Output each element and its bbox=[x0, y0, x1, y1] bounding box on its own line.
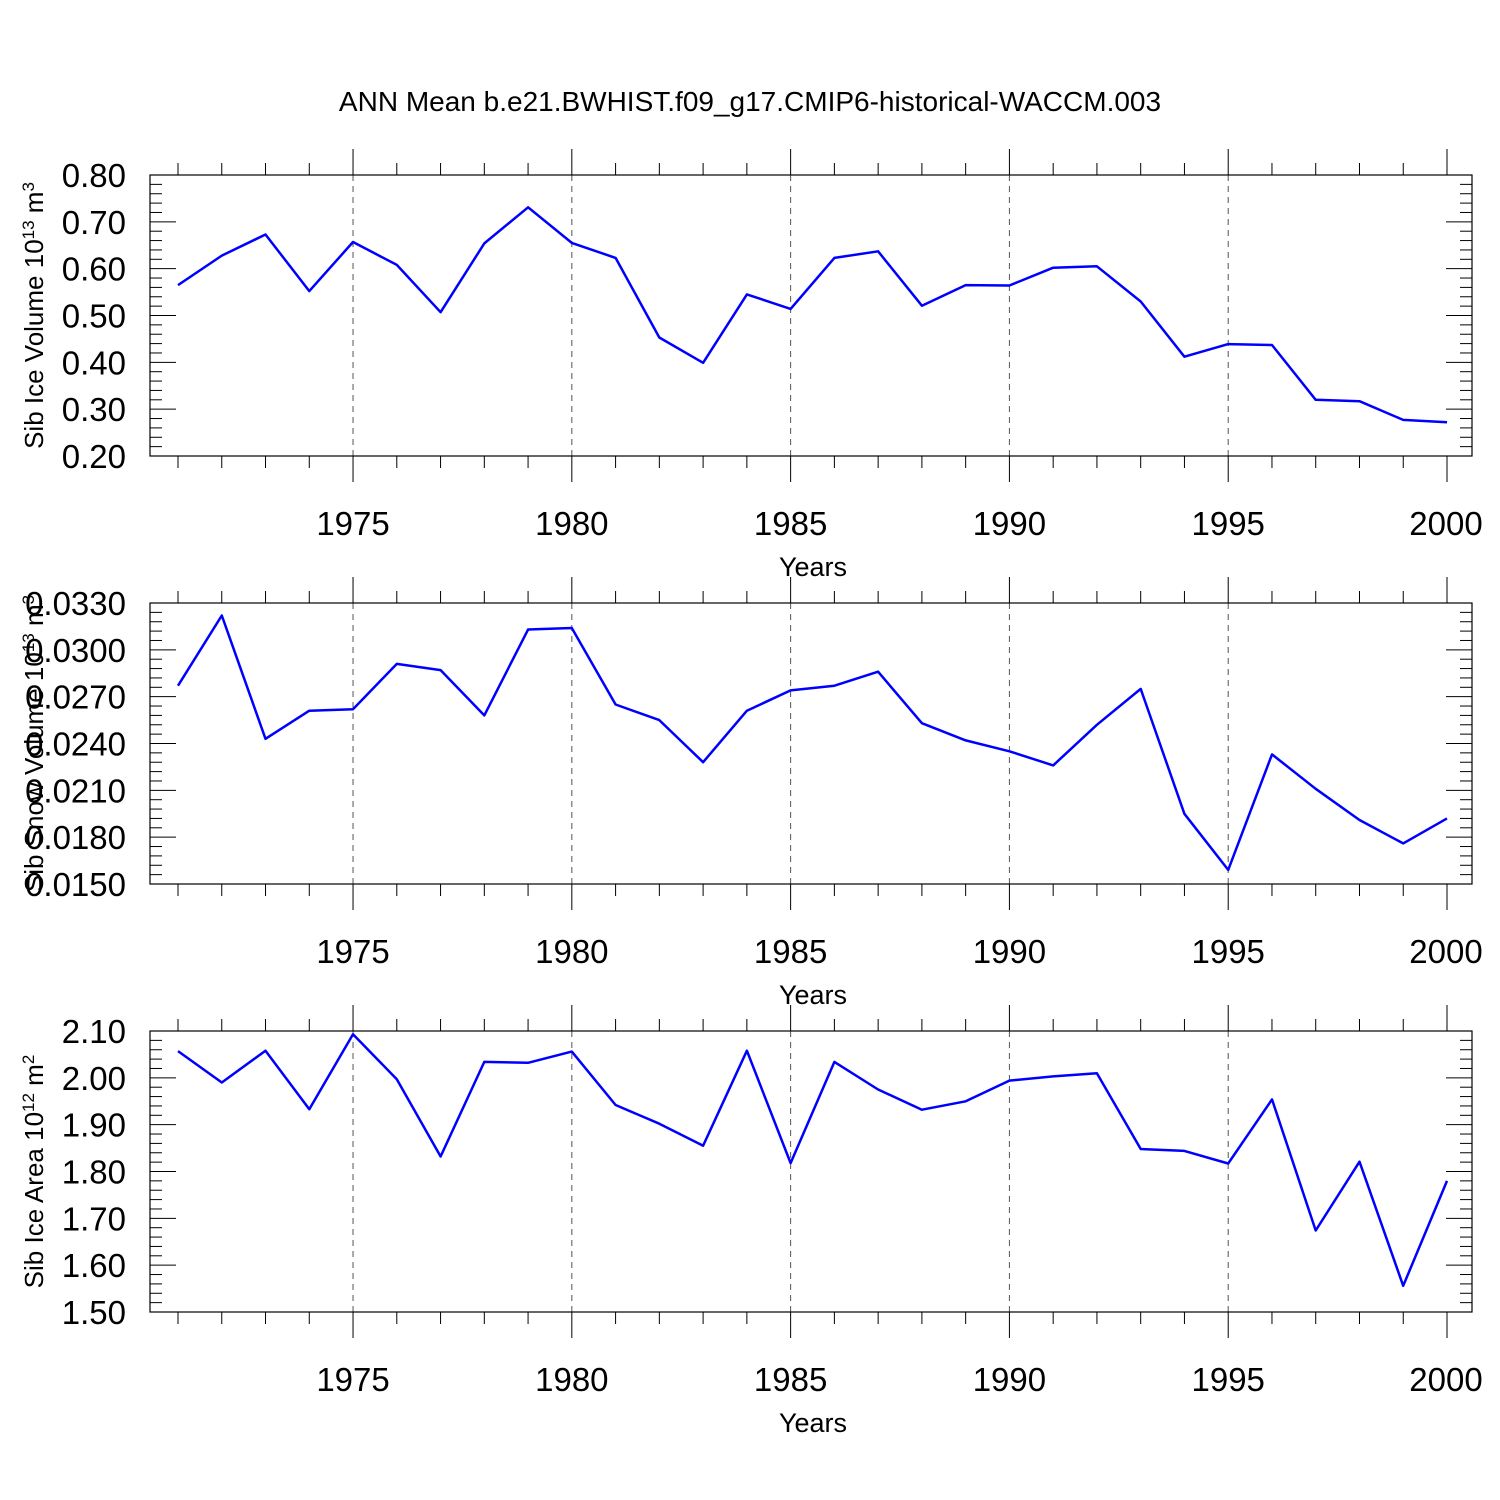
y-axis-label-group: Sib Ice Area 1012 m2 bbox=[19, 1055, 50, 1289]
x-tick-label: 1985 bbox=[754, 505, 827, 542]
y-tick-label: 0.30 bbox=[62, 391, 126, 428]
y-axis-label-unit: m bbox=[19, 1064, 49, 1093]
x-axis-label: Years bbox=[779, 980, 847, 1010]
figure-title: ANN Mean b.e21.BWHIST.f09_g17.CMIP6-hist… bbox=[339, 86, 1161, 117]
y-tick-label: 0.0210 bbox=[25, 772, 126, 809]
x-tick-label: 1975 bbox=[316, 505, 389, 542]
x-tick-label: 1990 bbox=[973, 1361, 1046, 1398]
y-tick-label: 0.0300 bbox=[25, 632, 126, 669]
x-axis-label: Years bbox=[779, 552, 847, 582]
y-tick-label: 0.20 bbox=[62, 438, 126, 475]
y-axis-label-unit: m bbox=[19, 604, 49, 633]
y-axis-label-main: Sib Snow Volume 10 bbox=[19, 652, 49, 892]
series-line bbox=[176, 614, 1448, 872]
y-tick-label: 0.70 bbox=[62, 204, 126, 241]
y-axis-label-unit_exp: 3 bbox=[19, 595, 38, 604]
y-tick-label: 1.70 bbox=[62, 1200, 126, 1237]
x-tick-label: 2000 bbox=[1409, 1361, 1482, 1398]
y-tick-label: 0.0330 bbox=[25, 585, 126, 622]
x-tick-label: 1995 bbox=[1191, 1361, 1264, 1398]
y-tick-label: 1.80 bbox=[62, 1154, 126, 1191]
y-tick-label: 0.50 bbox=[62, 298, 126, 335]
y-tick-label: 2.00 bbox=[62, 1060, 126, 1097]
y-tick-label: 1.60 bbox=[62, 1247, 126, 1284]
x-tick-label: 1975 bbox=[316, 933, 389, 970]
y-tick-label: 1.50 bbox=[62, 1294, 126, 1331]
y-axis-label-main: Sib Ice Area 10 bbox=[19, 1112, 49, 1288]
y-axis-label: Sib Snow Volume 1013 m3 bbox=[19, 595, 50, 892]
y-axis-label-unit: m bbox=[19, 192, 49, 221]
panel-2: 0.0150 0.0180 0.0210 0.0240 0.0270 0.0300 0.03… bbox=[19, 577, 1483, 1010]
plot-frame bbox=[149, 602, 1473, 885]
y-axis-label-exp: 12 bbox=[19, 1093, 38, 1112]
x-tick-label: 1980 bbox=[535, 933, 608, 970]
x-tick-label: 1985 bbox=[754, 1361, 827, 1398]
panel-3: 1.50 1.60 1.70 1.80 1.90 2.00 2.10 1975 1980 1985… bbox=[19, 1005, 1483, 1438]
panels: 0.20 0.30 0.40 0.50 0.60 0.70 0.80 1975 1980 1985… bbox=[19, 149, 1483, 1438]
y-tick-label: 0.0150 bbox=[25, 866, 126, 903]
y-axis-label-main: Sib Ice Volume 10 bbox=[19, 239, 49, 449]
y-tick-label: 0.60 bbox=[62, 251, 126, 288]
x-tick-label: 1975 bbox=[316, 1361, 389, 1398]
y-axis-label-group: Sib Snow Volume 1013 m3 bbox=[19, 595, 50, 892]
y-tick-label: 0.0180 bbox=[25, 819, 126, 856]
series-line bbox=[177, 206, 1448, 424]
x-tick-label: 1980 bbox=[535, 1361, 608, 1398]
y-axis-label-unit_exp: 3 bbox=[19, 182, 38, 191]
y-axis-label-exp: 13 bbox=[19, 220, 38, 239]
x-tick-label: 2000 bbox=[1409, 505, 1482, 542]
x-tick-label: 2000 bbox=[1409, 933, 1482, 970]
series-line bbox=[177, 1033, 1449, 1288]
x-axis-label: Years bbox=[779, 1408, 847, 1438]
plot-frame bbox=[149, 174, 1473, 457]
panel-1: 0.20 0.30 0.40 0.50 0.60 0.70 0.80 1975 1980 1985… bbox=[19, 149, 1483, 582]
plot-frame bbox=[149, 1030, 1473, 1313]
y-axis-label-unit_exp: 2 bbox=[19, 1055, 38, 1064]
y-tick-label: 0.0270 bbox=[25, 679, 126, 716]
y-tick-label: 2.10 bbox=[62, 1013, 126, 1050]
x-tick-label: 1990 bbox=[973, 933, 1046, 970]
y-tick-label: 1.90 bbox=[62, 1107, 126, 1144]
y-axis-label: Sib Ice Area 1012 m2 bbox=[19, 1055, 50, 1289]
x-tick-label: 1980 bbox=[535, 505, 608, 542]
x-tick-label: 1995 bbox=[1191, 505, 1264, 542]
y-tick-label: 0.0240 bbox=[25, 726, 126, 763]
y-axis-label: Sib Ice Volume 1013 m3 bbox=[19, 182, 50, 449]
x-tick-label: 1995 bbox=[1191, 933, 1264, 970]
x-tick-label: 1990 bbox=[973, 505, 1046, 542]
y-axis-label-exp: 13 bbox=[19, 633, 38, 652]
y-tick-label: 0.80 bbox=[62, 157, 126, 194]
x-tick-label: 1985 bbox=[754, 933, 827, 970]
y-axis-label-group: Sib Ice Volume 1013 m3 bbox=[19, 182, 50, 449]
y-tick-label: 0.40 bbox=[62, 344, 126, 381]
